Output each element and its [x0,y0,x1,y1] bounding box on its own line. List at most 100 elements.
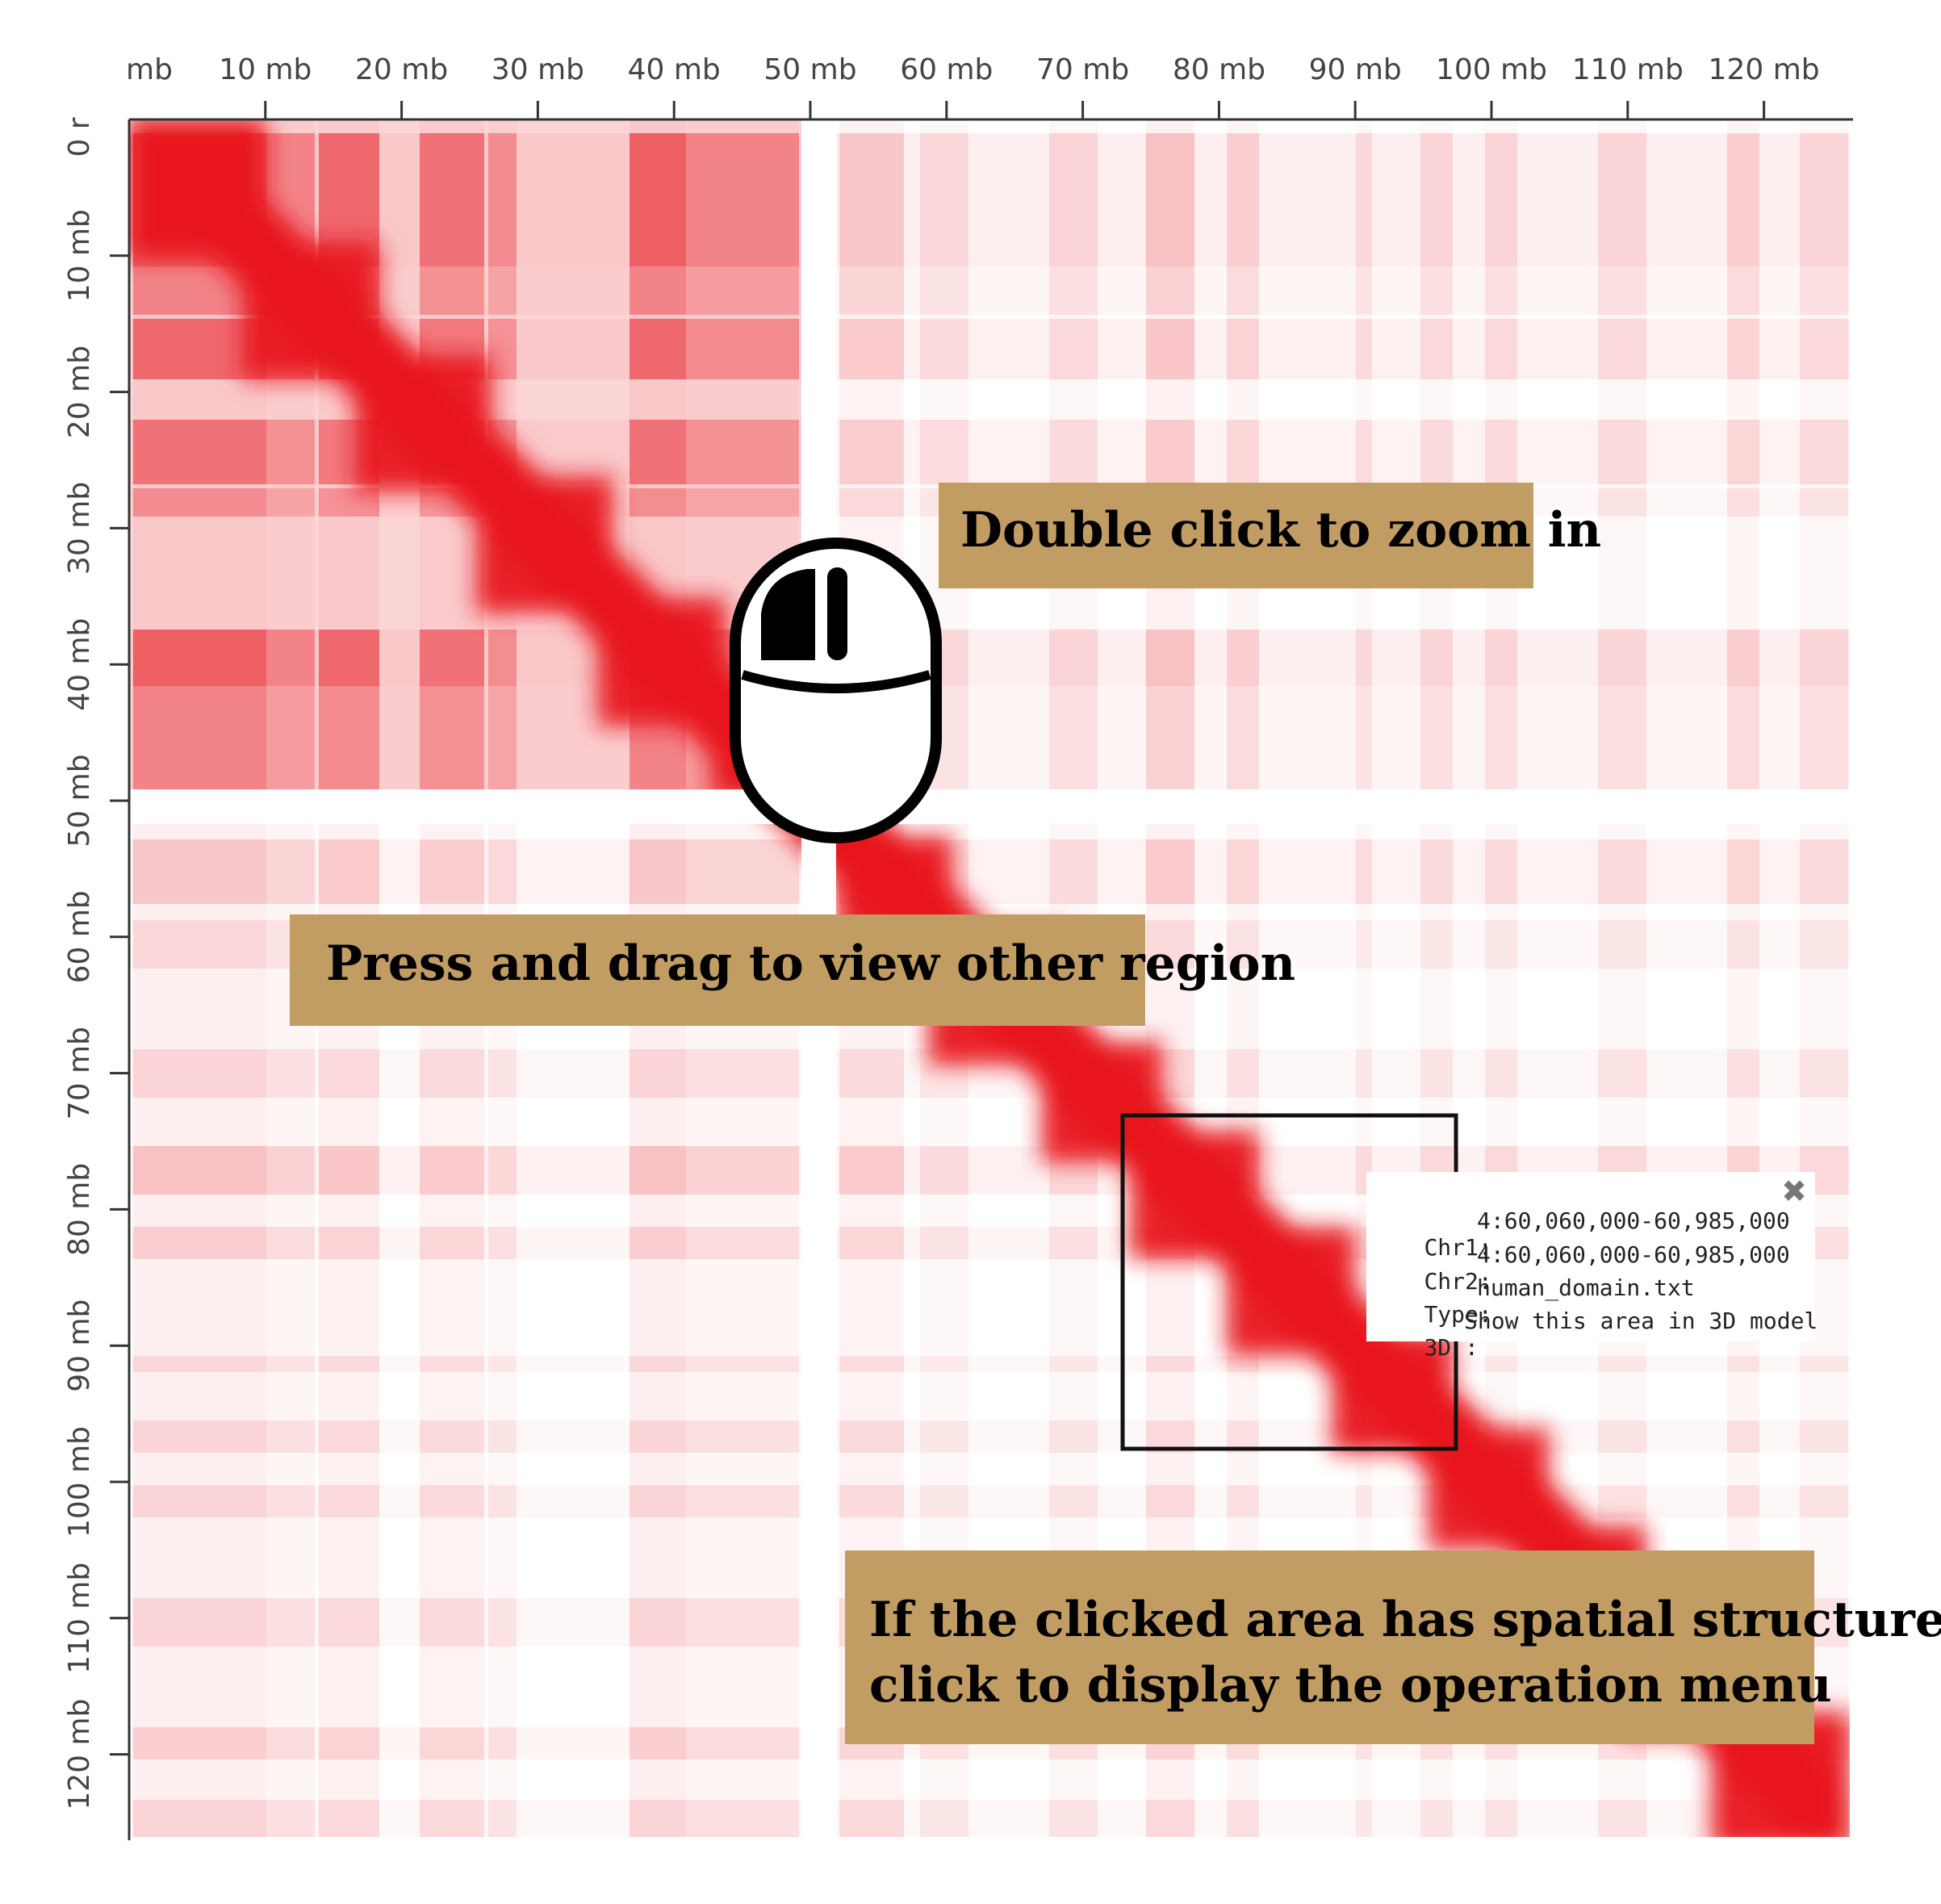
contact-block [630,1727,686,1760]
contact-block [319,686,379,799]
contact-block [1420,839,1453,904]
menu-hint-line2: click to display the operation menu [869,1657,1832,1714]
contact-block [686,1421,799,1453]
contact-block [1420,1800,1453,1837]
contact-block [488,1049,517,1098]
contact-block [488,1356,517,1372]
centromere-gap-horizontal [129,789,1850,824]
x-axis-ticks: mb 10 mb 20 mb 30 mb 40 mb 50 mb 60 mb 70 mb 80 … [126,53,1820,119]
contact-block [488,839,517,904]
contact-block [686,1485,799,1517]
contact-block [1485,1049,1517,1098]
show-3d-model-link[interactable]: Show this area in 3D model [1464,1308,1818,1334]
contact-block [1049,686,1098,799]
contact-block [266,1049,315,1098]
contact-block [133,1800,266,1837]
contact-block [1598,420,1646,484]
contact-block [1727,420,1759,484]
contact-block [686,1800,799,1837]
menu-hint-callout: If the clicked area has spatial structur… [845,1550,1941,1744]
close-icon[interactable]: ✖ [1781,1174,1807,1209]
contact-block [319,1421,379,1453]
contact-block [266,839,315,904]
contact-block [920,1421,968,1453]
contact-block [319,630,379,686]
contact-block [1598,1421,1646,1453]
contact-block [266,1598,315,1647]
x-tick-label: 70 mb [1036,53,1129,86]
contact-block [1485,1800,1517,1837]
contact-block [1598,686,1646,799]
chr1-row: Chr1: [1370,1207,1491,1287]
contact-block [1420,266,1453,315]
contact-block [133,630,266,686]
contact-block [319,1485,379,1517]
y-tick-label: 40 mb [63,618,96,711]
contact-block [686,420,799,484]
contact-block [1227,686,1259,799]
contact-block [1800,1421,1848,1453]
x-tick-label: 90 mb [1309,53,1402,86]
model-label: 3D : [1424,1334,1479,1361]
contact-block [1356,839,1372,904]
contact-block [1227,133,1259,266]
contact-block [1049,839,1098,904]
contact-block [839,133,904,266]
contact-block [1146,630,1194,686]
contact-block [1727,1356,1759,1372]
contact-block [686,1356,799,1372]
contact-block [266,1485,315,1517]
contact-block [1227,1356,1259,1372]
y-tick-label: 60 mb [63,890,96,983]
chr2-value: 4:60,060,000-60,985,000 [1477,1241,1790,1268]
contact-block [420,839,484,904]
contact-block [133,1227,266,1259]
contact-block [1146,133,1194,266]
contact-block [1146,1800,1194,1837]
contact-block [686,319,799,379]
drag-hint-text: Press and drag to view other region [326,935,1296,992]
contact-heatmap[interactable] [129,119,1850,1850]
contact-block [686,266,799,315]
contact-block [319,1227,379,1259]
contact-block [488,319,517,379]
contact-block [1598,920,1646,969]
contact-block [266,1800,315,1837]
y-axis-ticks: 0 r 10 mb 20 mb 30 mb 40 mb 50 mb 60 mb 70 mb 80… [63,117,129,1810]
contact-block [319,1146,379,1195]
contact-block [420,1049,484,1098]
contact-block [1049,630,1098,686]
contact-block [266,420,315,484]
contact-block [920,1485,968,1517]
type-row: Type: [1370,1274,1492,1354]
contact-block [1420,920,1453,969]
contact-block [920,1800,968,1837]
contact-block [920,133,968,266]
contact-block [630,488,686,517]
contact-block [1049,1356,1098,1372]
contact-block [266,1146,315,1195]
contact-block [1800,420,1848,484]
x-tick-label: 100 mb [1436,53,1547,86]
type-label: Type: [1424,1301,1492,1328]
contact-block [1800,1356,1848,1372]
contact-block [1800,133,1848,266]
contact-block [1485,920,1517,969]
contact-block [133,1485,266,1517]
contact-block [319,488,379,517]
contact-block [133,488,266,517]
contact-block [686,488,799,517]
x-tick-label: 120 mb [1709,53,1820,86]
x-tick-label: 50 mb [763,53,856,86]
contact-block [1598,266,1646,315]
x-tick-label: 110 mb [1572,53,1684,86]
contact-block [420,133,484,266]
contact-block [1227,1049,1259,1098]
contact-block [1598,1485,1646,1517]
contact-block [1146,420,1194,484]
contact-block [1227,420,1259,484]
y-tick-label: 100 mb [63,1426,96,1538]
y-tick-label: 30 mb [63,482,96,575]
contact-block [1049,319,1098,379]
